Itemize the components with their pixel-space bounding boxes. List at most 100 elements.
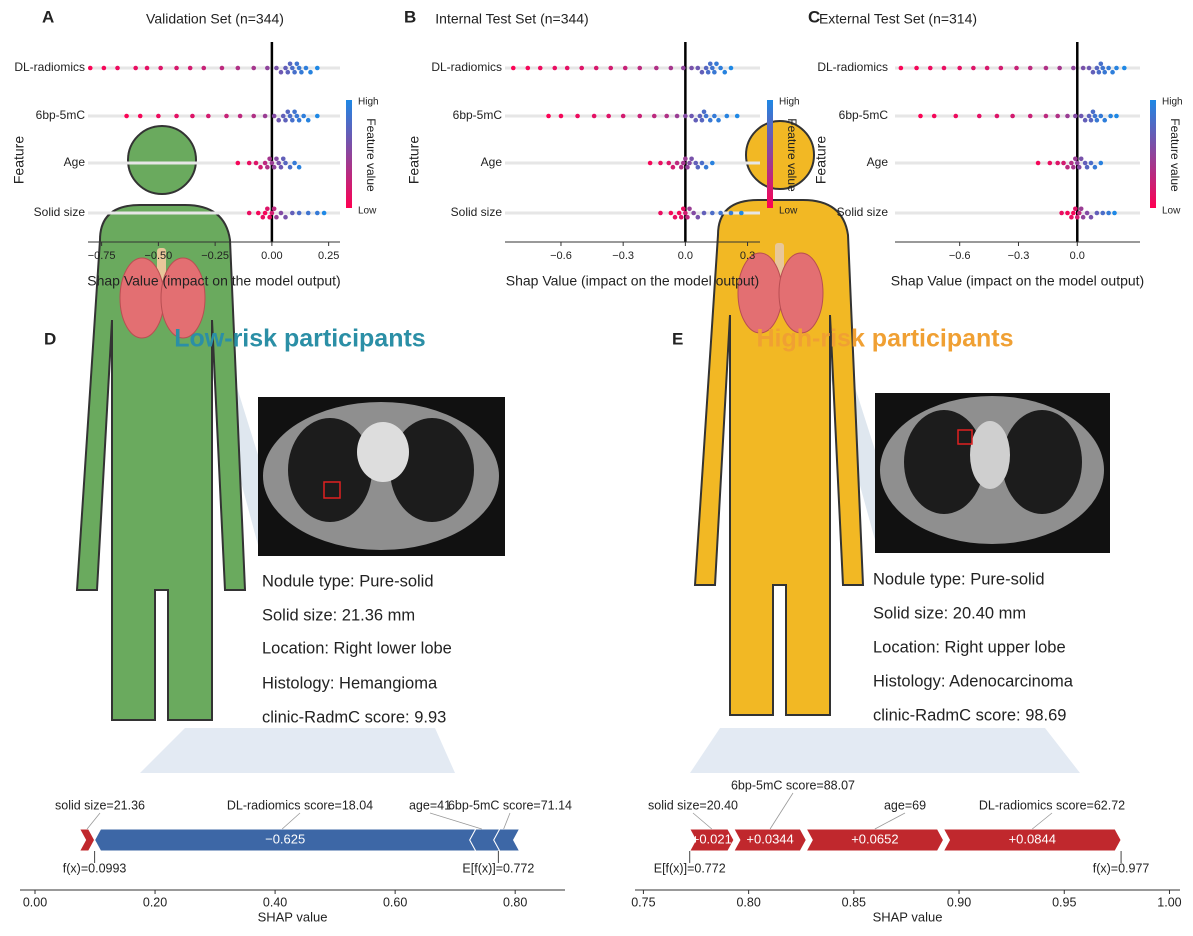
swarm-point — [1085, 211, 1090, 216]
swarm-point — [274, 215, 279, 220]
swarm-point — [1091, 70, 1096, 75]
swarm-point — [526, 66, 531, 71]
swarm-point — [1028, 114, 1033, 119]
swarm-point — [133, 66, 138, 71]
swarm-point — [1055, 161, 1060, 166]
feature-label: DL-radiomics — [14, 60, 85, 74]
x-tick-label: −0.3 — [612, 250, 634, 262]
swarm-point — [683, 211, 688, 216]
swarm-point — [1065, 211, 1070, 216]
swarm-point — [283, 215, 288, 220]
swarm-point — [681, 66, 686, 71]
swarm-point — [1087, 66, 1092, 71]
colorbar — [1150, 100, 1156, 208]
force-segment — [80, 829, 95, 851]
swarm-point — [174, 114, 179, 119]
x-axis-label: SHAP value — [873, 909, 943, 924]
feature-label: 6bp-5mC — [453, 108, 503, 122]
swarm-point — [702, 110, 707, 115]
swarm-point — [995, 114, 1000, 119]
base-label: E[f(x)]=0.772 — [654, 861, 726, 875]
swarm-point — [254, 161, 259, 166]
x-tick-label: 0.3 — [740, 250, 755, 262]
swarm-point — [918, 114, 923, 119]
info-line: Histology: Adenocarcinoma — [873, 672, 1074, 690]
swarm-point — [681, 161, 686, 166]
swarm-point — [1077, 165, 1082, 170]
swarm-point — [712, 114, 717, 119]
swarm-point — [1106, 211, 1111, 216]
swarm-point — [1044, 114, 1049, 119]
swarm-point — [247, 211, 252, 216]
x-tick-label: −0.3 — [1008, 250, 1030, 262]
swarm-point — [685, 165, 690, 170]
swarm-point — [608, 66, 613, 71]
swarm-point — [681, 207, 686, 212]
swarm-point — [683, 114, 688, 119]
swarm-point — [306, 211, 311, 216]
swarm-point — [297, 66, 302, 71]
x-tick-label: 0.00 — [23, 895, 47, 909]
swarm-point — [1079, 114, 1084, 119]
info-line: clinic-RadmC score: 9.93 — [262, 708, 446, 726]
swarm-point — [263, 211, 268, 216]
chart-title: Internal Test Set (n=344) — [435, 11, 588, 27]
info-line: Solid size: 20.40 mm — [873, 604, 1026, 622]
panel-label: D — [44, 329, 56, 348]
swarm-point — [712, 70, 717, 75]
swarm-point — [158, 66, 163, 71]
swarm-point — [1028, 66, 1033, 71]
y-axis-label: Feature — [406, 136, 422, 184]
swarm-point — [292, 161, 297, 166]
colorbar-low: Low — [358, 206, 377, 217]
info-line: Nodule type: Pure-solid — [873, 570, 1045, 588]
swarm-point — [1087, 114, 1092, 119]
swarm-point — [267, 157, 272, 162]
swarm-point — [914, 66, 919, 71]
x-tick-label: 0.95 — [1052, 895, 1076, 909]
person-head — [128, 126, 196, 194]
x-axis-label: Shap Value (impact on the model output) — [891, 273, 1144, 289]
x-tick-label: −0.75 — [88, 250, 116, 262]
swarm-point — [306, 118, 311, 123]
swarm-point — [700, 118, 705, 123]
feature-label: Solid size — [837, 205, 889, 219]
y-axis-label: Feature — [11, 136, 27, 184]
swarm-point — [1071, 165, 1076, 170]
swarm-point — [700, 161, 705, 166]
panel-title: High-risk participants — [757, 325, 1014, 353]
swarm-point — [1085, 165, 1090, 170]
ct-lung — [1002, 410, 1082, 514]
swarm-point — [1059, 211, 1064, 216]
x-tick-label: 0.75 — [631, 895, 655, 909]
x-tick-label: −0.6 — [949, 250, 971, 262]
swarm-point — [261, 215, 266, 220]
swarm-point — [710, 161, 715, 166]
swarm-point — [729, 66, 734, 71]
swarm-point — [691, 211, 696, 216]
swarm-point — [1093, 165, 1098, 170]
swarm-point — [102, 66, 107, 71]
swarm-point — [1010, 114, 1015, 119]
swarm-point — [710, 211, 715, 216]
swarm-point — [693, 161, 698, 166]
swarm-point — [1075, 215, 1080, 220]
label-leader — [1032, 813, 1052, 829]
colorbar — [767, 100, 773, 208]
swarm-point — [1079, 157, 1084, 162]
swarm-point — [315, 211, 320, 216]
swarm-point — [722, 70, 727, 75]
swarm-point — [1099, 114, 1104, 119]
swarm-point — [124, 114, 129, 119]
swarm-point — [190, 114, 195, 119]
swarm-point — [299, 70, 304, 75]
x-tick-label: 0.60 — [383, 895, 407, 909]
x-tick-label: 0.25 — [318, 250, 339, 262]
swarm-point — [708, 118, 713, 123]
swarm-point — [1065, 114, 1070, 119]
swarm-point — [1093, 114, 1098, 119]
ct-heart — [357, 422, 409, 482]
swarm-point — [559, 114, 564, 119]
swarm-point — [156, 114, 161, 119]
swarm-point — [297, 118, 302, 123]
